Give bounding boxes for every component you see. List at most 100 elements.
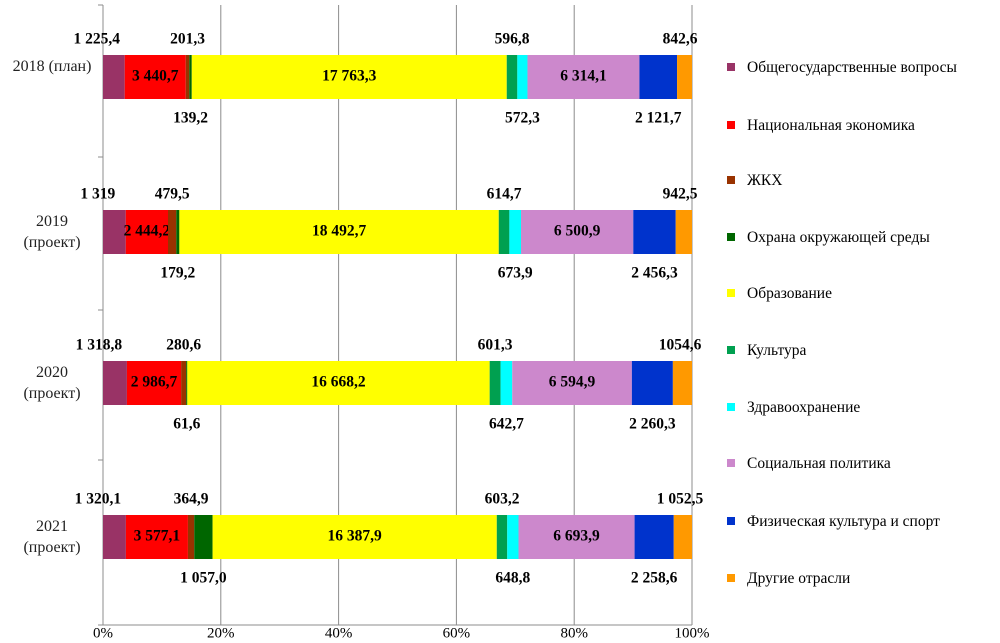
bar-segment [500, 361, 513, 405]
data-label: 364,9 [174, 491, 209, 508]
bar-segment [103, 515, 126, 559]
legend-item: Культура [727, 340, 999, 361]
data-label: 842,6 [663, 31, 698, 48]
bar-segment [498, 210, 510, 254]
legend-swatch [727, 403, 735, 411]
data-label: 648,8 [495, 570, 530, 587]
bar-segment [189, 55, 192, 99]
bar-segment [506, 55, 518, 99]
legend-swatch [727, 121, 735, 129]
data-label: 139,2 [173, 110, 208, 127]
data-label: 179,2 [160, 265, 195, 282]
bar-segment [489, 361, 501, 405]
bar-segment [103, 210, 126, 254]
bar-segment [125, 515, 188, 559]
bar-segment [126, 361, 182, 405]
legend-item: Здравоохранение [727, 397, 999, 418]
data-label: 596,8 [495, 31, 530, 48]
data-label: 16 387,9 [328, 528, 383, 545]
bar-segment [125, 210, 168, 254]
data-label: 6 500,9 [554, 223, 601, 240]
data-label: 603,2 [485, 491, 520, 508]
legend-item: ЖКХ [727, 170, 999, 191]
data-label: 942,5 [663, 186, 698, 203]
bar-segment [517, 55, 528, 99]
data-label: 1 225,4 [73, 31, 120, 48]
legend-item: Другие отрасли [727, 568, 999, 589]
bar-segment [181, 361, 187, 405]
data-label: 6 693,9 [553, 528, 600, 545]
legend-label: Физическая культура и спорт [747, 513, 940, 530]
bar-segment [186, 361, 188, 405]
data-label: 2 456,3 [631, 265, 678, 282]
data-label: 1 052,5 [657, 491, 704, 508]
legend-item: Национальная экономика [727, 115, 999, 136]
y-tick-label: 2018 (план) [12, 58, 92, 75]
data-label: 3 440,7 [132, 68, 179, 85]
data-label: 1 319 [80, 186, 115, 203]
data-label: 642,7 [489, 416, 524, 433]
legend-label: Культура [747, 342, 807, 359]
bar-segment [191, 55, 507, 99]
bar-segment [187, 361, 490, 405]
bar-segment [518, 515, 635, 559]
data-label: 2 986,7 [131, 374, 178, 391]
bar-segment [527, 55, 640, 99]
data-label: 6 594,9 [549, 374, 596, 391]
data-label: 2 258,6 [631, 570, 678, 587]
x-tick-label: 80% [560, 625, 588, 641]
bar-segment [167, 210, 177, 254]
legend-swatch [727, 233, 735, 241]
x-tick-label: 40% [325, 625, 353, 641]
legend-swatch [727, 459, 735, 467]
x-tick-label: 20% [207, 625, 235, 641]
legend-label: Здравоохранение [747, 399, 861, 416]
legend-item: Образование [727, 283, 999, 304]
legend-label: ЖКХ [747, 172, 783, 189]
legend-label: Охрана окружающей среды [747, 229, 930, 246]
data-label: 572,3 [505, 110, 540, 127]
data-label: 280,6 [166, 337, 201, 354]
data-label: 6 314,1 [560, 68, 607, 85]
legend-label: Образование [747, 285, 832, 302]
legend-item: Физическая культура и спорт [727, 511, 999, 532]
bar-segment [639, 55, 678, 99]
bar-segment [631, 361, 673, 405]
data-label: 17 763,3 [322, 68, 377, 85]
data-label: 3 577,1 [134, 528, 181, 545]
data-label: 16 668,2 [311, 374, 366, 391]
data-label: 1 320,1 [75, 491, 122, 508]
legend-label: Другие отрасли [747, 570, 851, 587]
legend-swatch [727, 346, 735, 354]
data-label: 2 444,2 [124, 223, 171, 240]
y-tick-label: 2020 (проект) [23, 364, 81, 402]
bar-segment [187, 515, 195, 559]
data-label: 614,7 [487, 186, 522, 203]
bar-segment [521, 210, 634, 254]
legend-label: Социальная политика [747, 455, 891, 472]
bar-segment [634, 515, 674, 559]
data-label: 18 492,7 [312, 223, 367, 240]
bar-segment [185, 55, 190, 99]
bar-segment [124, 55, 186, 99]
bar-segment [103, 361, 127, 405]
bar-segment [103, 55, 125, 99]
bar-segment [512, 361, 632, 405]
legend-swatch [727, 176, 735, 184]
bar-segment [509, 210, 522, 254]
data-label: 61,6 [173, 416, 200, 433]
x-tick-label: 0% [93, 625, 113, 641]
bar-segment [496, 515, 508, 559]
legend-item: Социальная политика [727, 453, 999, 474]
data-label: 2 121,7 [635, 110, 682, 127]
bar-segment [176, 210, 180, 254]
bar-segment [179, 210, 499, 254]
data-label: 1 318,8 [76, 337, 123, 354]
bar-segment [194, 515, 213, 559]
legend-swatch [727, 574, 735, 582]
legend-swatch [727, 289, 735, 297]
x-tick-label: 100% [675, 625, 710, 641]
data-label: 2 260,3 [629, 416, 676, 433]
